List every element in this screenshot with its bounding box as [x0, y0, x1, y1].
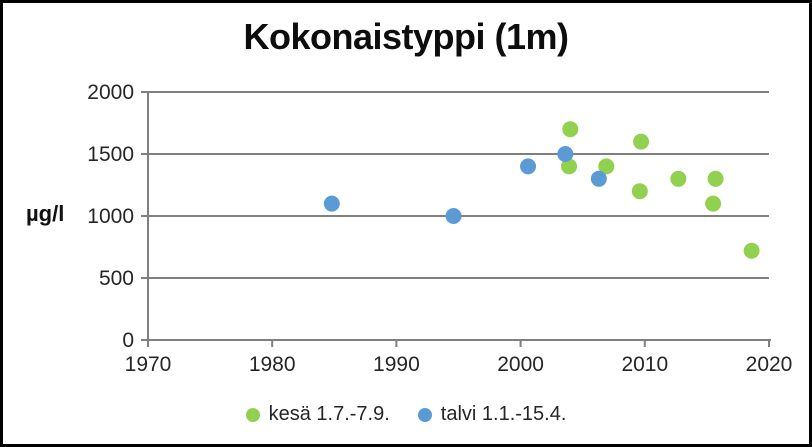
data-point-series-1 — [590, 170, 607, 187]
legend: kesä 1.7.-7.9. talvi 1.1.-15.4. — [3, 403, 809, 426]
data-point-series-0 — [631, 183, 648, 200]
y-tick-label: 1500 — [87, 143, 134, 166]
plot-area: 0 500 1000 1500 2000 1970 1980 1990 2000 2010 2020 — [87, 81, 793, 376]
data-point-series-0 — [598, 158, 615, 175]
chart-title: Kokonaistyppi (1m) — [243, 16, 569, 57]
data-point-series-0 — [633, 133, 650, 150]
x-tick-label: 1970 — [125, 353, 172, 376]
legend-item-label: talvi 1.1.-15.4. — [440, 403, 567, 425]
data-point-series-1 — [557, 146, 574, 162]
data-point-series-0 — [561, 158, 578, 175]
y-axis-unit-label: µg/l — [26, 201, 65, 226]
data-point-series-0 — [707, 170, 724, 187]
data-point-series-0 — [743, 242, 760, 259]
y-tick-label: 1000 — [87, 205, 134, 228]
legend-item-series-0: kesä 1.7.-7.9. — [245, 403, 390, 426]
legend-marker-icon — [245, 407, 260, 422]
x-tick-label: 1980 — [249, 353, 296, 376]
y-tick-label: 2000 — [87, 81, 134, 104]
legend-item-label: kesä 1.7.-7.9. — [268, 403, 390, 425]
x-tick-label: 2000 — [497, 353, 544, 376]
x-tick-label: 1990 — [373, 353, 420, 376]
data-point-series-1 — [445, 208, 462, 224]
y-tick-label: 0 — [122, 329, 134, 352]
y-tick-label: 500 — [99, 267, 134, 290]
legend-marker-icon — [417, 407, 432, 422]
data-point-series-1 — [520, 158, 537, 175]
x-tick-label: 2010 — [621, 353, 668, 376]
data-point-series-1 — [323, 195, 340, 212]
data-point-series-0 — [562, 121, 579, 138]
x-tick-label: 2020 — [746, 353, 793, 376]
data-point-series-0 — [705, 195, 722, 212]
data-point-series-0 — [670, 170, 687, 187]
legend-item-series-1: talvi 1.1.-15.4. — [417, 403, 567, 426]
